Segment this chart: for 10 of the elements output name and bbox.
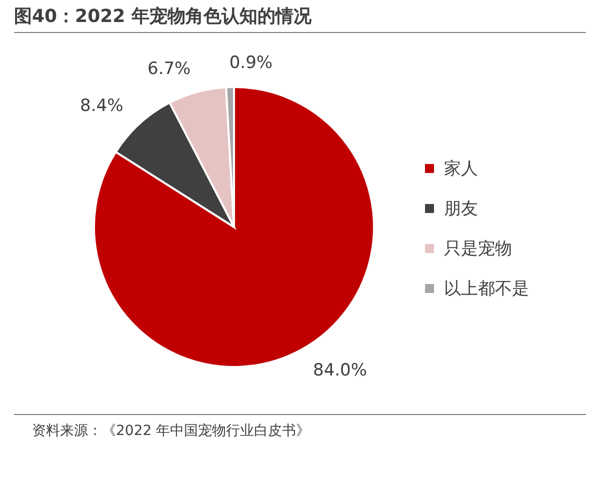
legend-label: 以上都不是	[443, 278, 529, 300]
legend-label: 朋友	[443, 198, 479, 220]
data-label: 6.7%	[148, 58, 191, 79]
text: 资料来源：《2022 年中国宠物行业白皮书》	[32, 422, 310, 440]
legend-label: 家人	[443, 158, 479, 180]
data-label: 0.9%	[229, 53, 273, 74]
legend-label: 只是宠物	[443, 238, 513, 260]
chart-title: 图40：2022 年宠物角色认知的情况	[14, 5, 312, 28]
data-label: 84.0%	[313, 360, 368, 381]
data-label: 8.4%	[80, 96, 124, 116]
